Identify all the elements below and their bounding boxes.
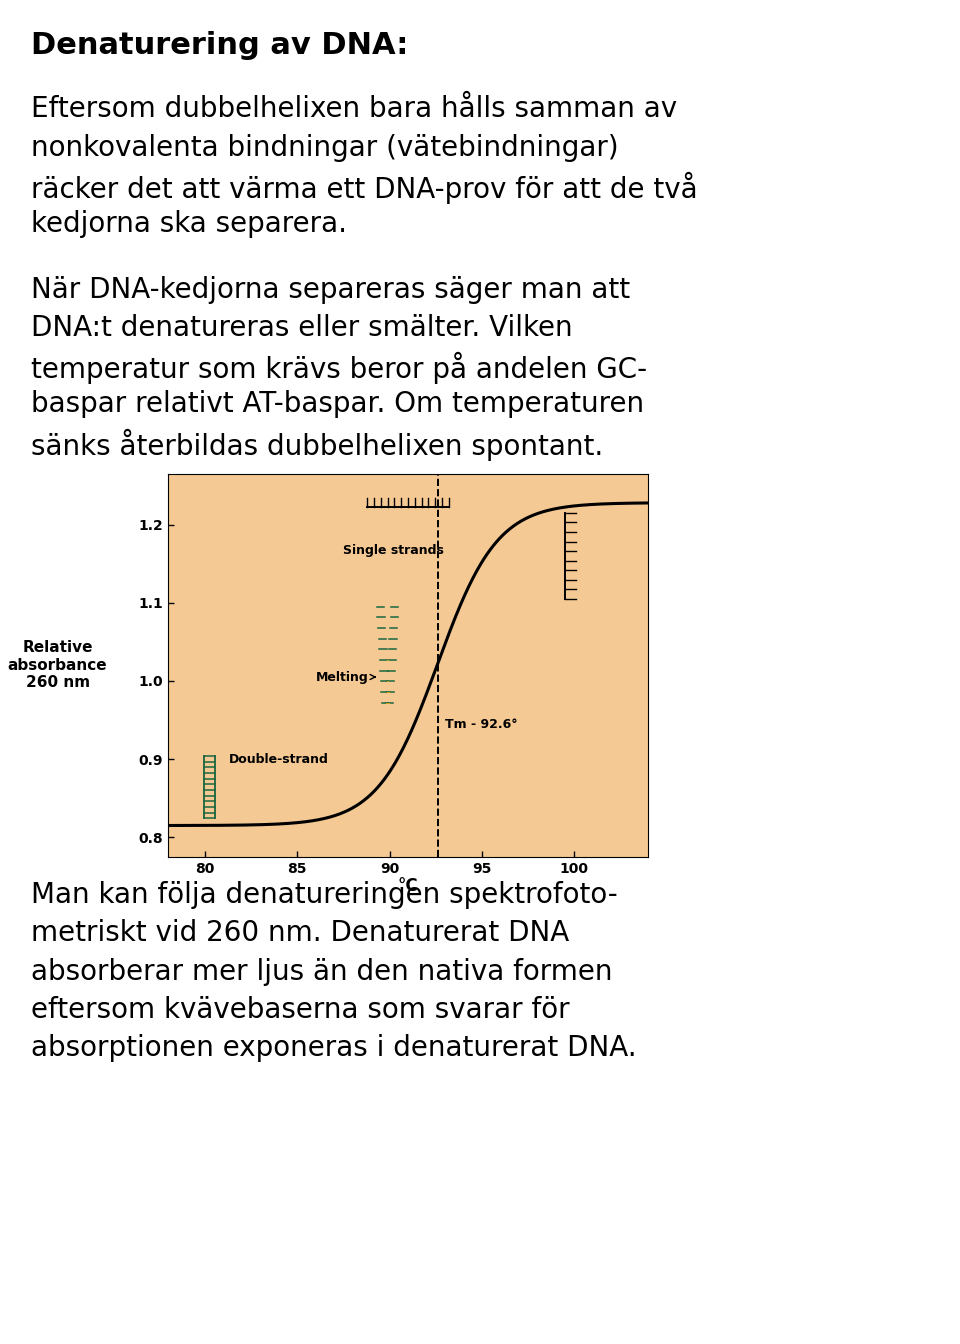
Text: Man kan följa denatureringen spektrofoto-: Man kan följa denatureringen spektrofoto… <box>31 880 617 909</box>
Text: absorberar mer ljus än den nativa formen: absorberar mer ljus än den nativa formen <box>31 957 612 985</box>
Text: baspar relativt AT-baspar. Om temperaturen: baspar relativt AT-baspar. Om temperatur… <box>31 390 644 418</box>
Text: Tm - 92.6°: Tm - 92.6° <box>444 719 517 731</box>
Text: När DNA-kedjorna separeras säger man att: När DNA-kedjorna separeras säger man att <box>31 276 630 304</box>
Text: eftersom kvävebaserna som svarar för: eftersom kvävebaserna som svarar för <box>31 996 569 1024</box>
Text: Denaturering av DNA:: Denaturering av DNA: <box>31 31 408 60</box>
Text: Melting: Melting <box>316 671 375 684</box>
Text: räcker det att värma ett DNA-prov för att de två: räcker det att värma ett DNA-prov för at… <box>31 172 697 204</box>
Text: Double-strand: Double-strand <box>228 753 328 766</box>
Text: kedjorna ska separera.: kedjorna ska separera. <box>31 211 347 238</box>
Text: absorptionen exponeras i denaturerat DNA.: absorptionen exponeras i denaturerat DNA… <box>31 1034 636 1062</box>
Text: Single strands: Single strands <box>344 544 444 558</box>
X-axis label: °C: °C <box>397 878 419 895</box>
Text: sänks återbildas dubbelhelixen spontant.: sänks återbildas dubbelhelixen spontant. <box>31 429 603 461</box>
Text: DNA:t denatureras eller smälter. Vilken: DNA:t denatureras eller smälter. Vilken <box>31 313 572 341</box>
Text: temperatur som krävs beror på andelen GC-: temperatur som krävs beror på andelen GC… <box>31 352 647 384</box>
Text: metriskt vid 260 nm. Denaturerat DNA: metriskt vid 260 nm. Denaturerat DNA <box>31 919 569 948</box>
Text: Eftersom dubbelhelixen bara hålls samman av: Eftersom dubbelhelixen bara hålls samman… <box>31 95 677 124</box>
Text: nonkovalenta bindningar (vätebindningar): nonkovalenta bindningar (vätebindningar) <box>31 134 618 161</box>
Text: Relative
absorbance
260 nm: Relative absorbance 260 nm <box>8 640 108 691</box>
